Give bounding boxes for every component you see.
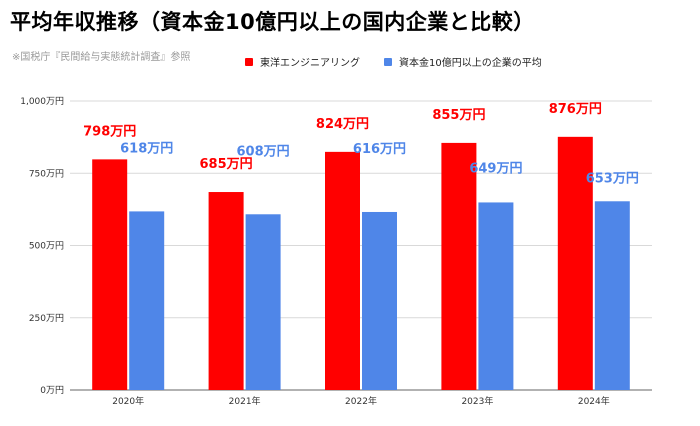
- x-tick-label: 2024年: [578, 395, 610, 407]
- data-label-company: 855万円: [432, 108, 485, 123]
- x-tick-label: 2021年: [229, 395, 261, 407]
- legend-item-average: 資本金10億円以上の企業の平均: [384, 54, 542, 69]
- x-tick-label: 2020年: [112, 395, 144, 407]
- chart-title: 平均年収推移（資本金10億円以上の国内企業と比較）: [10, 10, 535, 34]
- bar-average: [129, 211, 165, 390]
- data-label-company: 685万円: [200, 157, 253, 172]
- source-note: ※国税庁『民間給与実態統計調査』参照: [12, 52, 191, 63]
- bar-average: [245, 214, 281, 390]
- bar-company: [441, 142, 477, 390]
- data-label-average: 608万円: [237, 144, 290, 159]
- data-label-average: 649万円: [469, 161, 522, 176]
- y-tick-label: 0万円: [40, 385, 64, 396]
- legend: 東洋エンジニアリング 資本金10億円以上の企業の平均: [245, 54, 566, 69]
- data-label-average: 653万円: [586, 171, 639, 186]
- y-tick-label: 1,000万円: [20, 96, 64, 107]
- x-tick-label: 2022年: [345, 395, 377, 407]
- bar-company: [557, 136, 593, 390]
- data-label-average: 618万円: [120, 141, 173, 156]
- legend-item-company: 東洋エンジニアリング: [245, 54, 360, 69]
- y-tick-label: 500万円: [29, 241, 64, 252]
- data-label-average: 616万円: [353, 142, 406, 157]
- bar-average: [594, 201, 630, 390]
- data-label-company: 824万円: [316, 117, 369, 132]
- y-tick-label: 750万円: [29, 168, 64, 179]
- bar-company: [325, 151, 360, 390]
- y-tick-label: 250万円: [29, 313, 64, 324]
- bar-company: [208, 192, 244, 390]
- legend-swatch-average: [384, 57, 392, 66]
- x-tick-label: 2023年: [461, 395, 493, 407]
- data-label-company: 876万円: [549, 102, 602, 117]
- bar-company: [92, 159, 128, 390]
- legend-label-average: 資本金10億円以上の企業の平均: [399, 58, 542, 69]
- data-label-company: 798万円: [83, 124, 136, 139]
- bar-average: [362, 211, 397, 390]
- legend-label-company: 東洋エンジニアリング: [260, 58, 360, 69]
- bar-average: [478, 202, 514, 390]
- legend-swatch-company: [245, 57, 253, 66]
